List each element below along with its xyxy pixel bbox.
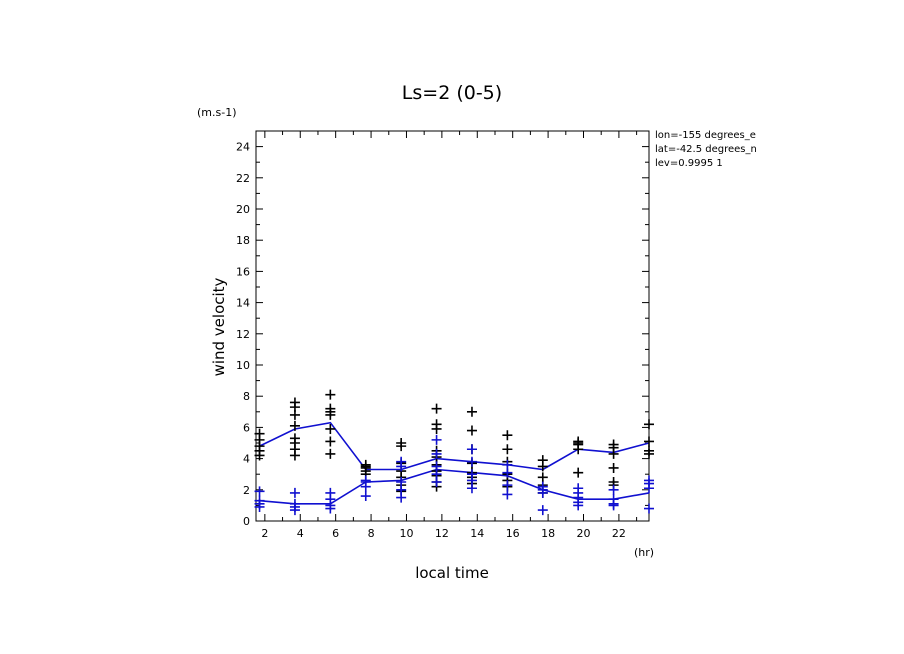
y-tick-label: 10	[236, 359, 250, 372]
data-point	[325, 487, 336, 498]
x-tick-label: 2	[261, 527, 268, 540]
y-tick-label: 0	[243, 515, 250, 528]
data-point	[360, 491, 371, 502]
data-point	[644, 503, 654, 514]
data-point	[608, 494, 619, 505]
data-point	[466, 425, 477, 436]
data-point	[466, 469, 477, 480]
data-point	[466, 406, 477, 417]
data-point	[325, 436, 336, 447]
data-point	[289, 433, 300, 444]
y-tick-label: 14	[236, 297, 250, 310]
data-point	[254, 486, 265, 497]
data-point	[431, 403, 442, 414]
data-point	[608, 484, 619, 495]
y-tick-label: 24	[236, 141, 250, 154]
info-lat: lat=-42.5 degrees_n	[655, 144, 757, 155]
data-point	[360, 459, 371, 470]
data-point	[396, 438, 407, 448]
y-tick-label: 22	[236, 172, 250, 185]
x-tick-label: 8	[368, 527, 375, 540]
data-point	[325, 389, 336, 400]
data-point	[289, 420, 300, 431]
info-block: lon=-155 degrees_e lat=-42.5 degrees_n l…	[655, 130, 757, 169]
y-tick-label: 18	[236, 234, 250, 247]
data-point	[573, 467, 584, 478]
data-point	[537, 505, 548, 516]
x-tick-label: 10	[399, 527, 413, 540]
y-tick-label: 6	[243, 421, 250, 434]
data-point	[644, 436, 654, 447]
data-point	[289, 487, 300, 498]
x-tick-label: 4	[297, 527, 304, 540]
data-point	[431, 448, 442, 459]
data-point	[254, 428, 265, 439]
data-point	[608, 439, 619, 450]
mean-line	[259, 468, 650, 505]
data-point	[466, 444, 477, 455]
data-point	[502, 444, 513, 455]
data-point	[431, 419, 442, 430]
data-point	[289, 498, 300, 509]
x-unit-label: (hr)	[634, 546, 654, 559]
mean-lines	[259, 421, 650, 505]
mean-line	[259, 421, 650, 471]
y-unit-label: (m.s-1)	[197, 106, 237, 119]
data-point	[537, 481, 548, 492]
info-lon: lon=-155 degrees_e	[655, 130, 756, 141]
data-point	[502, 480, 513, 491]
data-point	[502, 489, 513, 500]
x-tick-label: 18	[541, 527, 555, 540]
info-lev: lev=0.9995 1	[655, 158, 723, 169]
data-point	[396, 477, 407, 487]
y-tick-label: 16	[236, 265, 250, 278]
data-point	[325, 448, 336, 459]
plot-frame	[255, 130, 650, 522]
y-axis-label: wind velocity	[210, 277, 228, 376]
x-tick-label: 6	[332, 527, 339, 540]
x-axis-label: local time	[415, 564, 489, 582]
data-point	[325, 403, 336, 414]
x-tick-label: 16	[506, 527, 520, 540]
data-point	[360, 475, 371, 486]
data-point	[608, 462, 619, 473]
y-tick-label: 8	[243, 390, 250, 403]
data-point	[573, 436, 584, 447]
data-point	[254, 495, 265, 506]
data-point	[537, 472, 548, 483]
data-point	[396, 456, 407, 467]
data-point	[466, 456, 477, 467]
data-point	[325, 423, 336, 434]
y-tick-label: 4	[243, 453, 250, 466]
data-point	[431, 461, 442, 472]
data-points	[254, 389, 654, 516]
data-point	[644, 419, 654, 430]
data-point	[502, 459, 513, 470]
data-point	[644, 475, 654, 486]
y-tick-label: 2	[243, 484, 250, 497]
x-tick-label: 22	[612, 527, 626, 540]
y-tick-label: 20	[236, 203, 250, 216]
data-point	[644, 445, 654, 456]
chart-title: Ls=2 (0-5)	[402, 82, 502, 104]
data-point	[289, 397, 300, 408]
data-point	[431, 434, 442, 445]
x-tick-label: 12	[435, 527, 449, 540]
y-tick-label: 12	[236, 328, 250, 341]
data-point	[502, 430, 513, 441]
data-point	[537, 455, 548, 466]
x-tick-label: 14	[470, 527, 484, 540]
x-tick-label: 20	[577, 527, 591, 540]
data-point	[573, 483, 584, 494]
